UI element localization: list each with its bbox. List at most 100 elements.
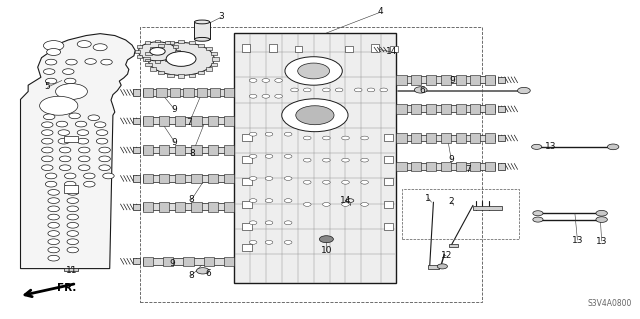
Bar [426,104,436,114]
Circle shape [275,78,282,82]
Circle shape [79,147,90,153]
Bar [143,145,153,155]
Bar [426,133,436,143]
Text: 6: 6 [205,270,211,278]
Circle shape [99,147,110,153]
Bar [143,175,234,182]
Circle shape [79,156,90,162]
Circle shape [532,144,541,149]
Bar [175,174,186,183]
Circle shape [355,88,362,92]
Bar [211,88,221,97]
Circle shape [303,180,311,184]
Circle shape [79,165,90,171]
Text: 14: 14 [387,48,397,56]
Circle shape [67,247,79,253]
Circle shape [596,211,607,216]
Circle shape [77,138,89,144]
Circle shape [100,59,112,65]
Text: 14: 14 [340,196,351,205]
Circle shape [42,130,53,136]
Bar [396,135,495,141]
Circle shape [533,211,543,216]
Circle shape [67,189,79,195]
Circle shape [84,181,95,187]
Circle shape [48,198,60,204]
Circle shape [518,87,531,94]
Circle shape [196,268,209,274]
Circle shape [380,88,388,92]
Bar [155,60,160,63]
Circle shape [361,203,369,206]
Bar [143,256,153,266]
Text: 9: 9 [172,105,177,114]
Circle shape [284,199,292,203]
Bar [175,50,180,53]
Bar [396,162,406,171]
Circle shape [265,199,273,203]
Bar [396,105,495,112]
Circle shape [342,158,349,162]
Bar [470,75,481,85]
Bar [140,27,483,302]
Bar [384,134,394,141]
Bar [159,174,169,183]
Circle shape [166,52,196,66]
Circle shape [48,239,60,245]
Circle shape [67,239,79,245]
Circle shape [265,154,273,158]
Circle shape [323,203,330,206]
Circle shape [48,189,60,195]
Bar [175,116,186,126]
Circle shape [95,122,106,128]
Bar [191,145,202,155]
Text: 13: 13 [572,236,583,245]
Bar [441,162,451,171]
Bar [145,63,152,66]
Circle shape [361,180,369,184]
Bar [159,202,169,212]
Circle shape [323,88,330,92]
Bar [167,74,173,77]
Circle shape [303,88,311,92]
Bar [428,265,438,269]
Circle shape [42,138,53,144]
Text: 8: 8 [189,149,195,158]
Circle shape [45,181,57,187]
Bar [170,88,180,97]
Circle shape [249,199,257,203]
Bar [499,163,505,170]
Circle shape [323,158,330,162]
Bar [473,206,502,210]
Text: 2: 2 [449,197,454,206]
Circle shape [284,221,292,225]
Circle shape [93,44,107,51]
Circle shape [48,206,60,212]
Circle shape [48,231,60,236]
Text: 5: 5 [44,82,50,91]
Circle shape [47,48,61,56]
Text: 12: 12 [440,251,452,260]
Bar [197,88,207,97]
Bar [157,44,164,47]
Bar [470,162,481,171]
Circle shape [67,231,79,236]
Bar [143,204,234,211]
Bar [212,57,219,61]
Text: 11: 11 [66,266,77,275]
Circle shape [342,180,349,184]
Bar [64,185,78,193]
Circle shape [262,78,269,82]
Circle shape [58,130,70,136]
Text: 7: 7 [186,118,192,127]
Bar [175,145,186,155]
Bar [384,156,394,163]
Bar [485,162,495,171]
Circle shape [138,42,177,61]
Bar [163,256,173,266]
Circle shape [102,173,114,179]
Bar [64,268,78,271]
Bar [143,57,150,61]
Bar [143,88,153,97]
Bar [243,44,250,52]
